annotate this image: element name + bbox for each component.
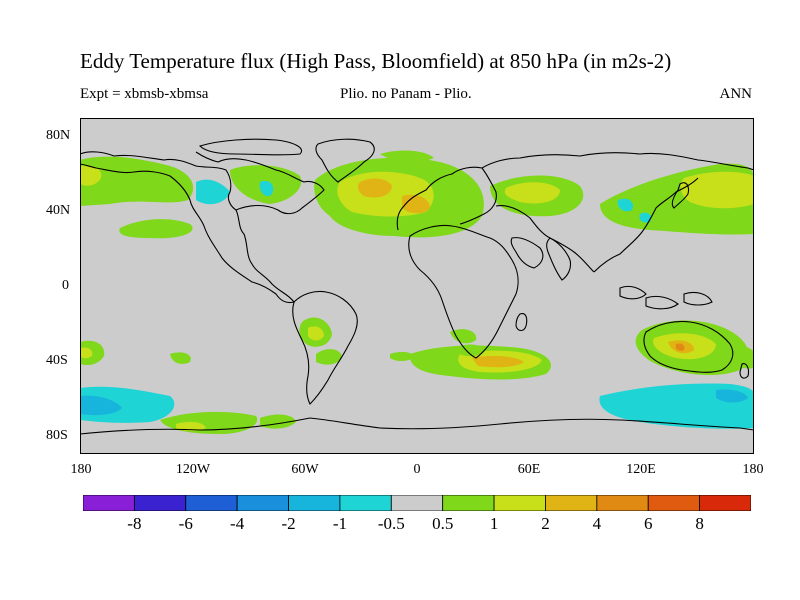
coastline xyxy=(459,167,497,225)
fill-patch xyxy=(730,346,754,369)
lon-tick-label: 120E xyxy=(626,462,656,477)
lon-tick-label: 180 xyxy=(70,462,92,477)
coastline xyxy=(546,237,572,281)
lat-tick-label: 40N xyxy=(46,203,71,218)
colorbar-swatch xyxy=(390,495,444,511)
lat-tick-label: 40S xyxy=(46,353,68,368)
colorbar-swatch xyxy=(339,495,392,511)
coastline xyxy=(671,182,690,209)
coastline xyxy=(315,138,375,183)
colorbar-swatch xyxy=(699,495,751,511)
colorbar-swatch xyxy=(545,495,598,511)
coastline xyxy=(683,291,713,306)
colorbar-swatch xyxy=(442,495,495,511)
colorbar-label: -0.5 xyxy=(377,514,405,533)
lon-tick-label: 60W xyxy=(291,462,319,477)
coastline xyxy=(195,151,325,215)
fill-patch xyxy=(160,411,258,434)
colorbar-label: 0.5 xyxy=(432,514,454,533)
fill-patch xyxy=(450,329,477,344)
fill-patch xyxy=(196,179,230,205)
fill-patch xyxy=(357,178,392,198)
fill-patch xyxy=(80,165,102,186)
season-label: ANN xyxy=(719,86,753,102)
colorbar xyxy=(83,495,751,511)
lon-tick-label: 180 xyxy=(742,462,764,477)
flux-contour-fills xyxy=(80,150,754,434)
plot-title: Eddy Temperature flux (High Pass, Bloomf… xyxy=(80,49,672,73)
coastline xyxy=(198,138,302,156)
lon-tick-label: 0 xyxy=(413,462,421,477)
fill-patch xyxy=(617,198,634,212)
colorbar-label: -1 xyxy=(332,514,348,533)
coastline xyxy=(510,237,544,269)
colorbar-label: 1 xyxy=(489,514,499,533)
lat-tick-label: 80N xyxy=(46,128,71,143)
coastline xyxy=(396,152,754,231)
fill-patch xyxy=(80,395,122,416)
fill-patch xyxy=(639,212,652,223)
lon-tick-label: 60E xyxy=(517,462,541,477)
fill-patch xyxy=(680,171,754,209)
coastline xyxy=(515,313,528,332)
fill-patch xyxy=(176,421,206,431)
lon-tick-label: 120W xyxy=(175,462,211,477)
fill-patch xyxy=(402,194,430,214)
colorbar-swatch xyxy=(133,495,187,511)
colorbar-swatch xyxy=(493,495,546,511)
coastline xyxy=(645,295,679,310)
fill-patch xyxy=(80,347,93,359)
experiment-label: Expt = xbmsb-xbmsa xyxy=(80,86,209,102)
fill-patch xyxy=(80,156,194,206)
coastline xyxy=(739,363,750,379)
colorbar-swatch xyxy=(83,495,135,511)
lat-tick-label: 0 xyxy=(62,278,69,293)
fill-patch xyxy=(119,219,193,239)
fill-patch xyxy=(504,182,560,204)
fill-patch xyxy=(259,180,274,197)
colorbar-label: -6 xyxy=(178,514,193,533)
fill-patch xyxy=(308,326,324,341)
map-canvas xyxy=(80,138,754,435)
fill-patch xyxy=(472,355,524,368)
coastline xyxy=(593,177,699,273)
fill-patch xyxy=(599,383,754,429)
fill-patch xyxy=(316,349,342,365)
colorbar-label: 4 xyxy=(592,514,602,533)
colorbar-label: -4 xyxy=(230,514,245,533)
colorbar-swatch xyxy=(288,495,341,511)
world-map xyxy=(80,118,754,454)
colorbar-label: -2 xyxy=(281,514,296,533)
coastline xyxy=(80,417,754,435)
coastline xyxy=(408,224,519,359)
coastlines xyxy=(80,138,754,435)
fill-patch xyxy=(452,344,484,357)
fill-patch xyxy=(170,352,191,364)
lat-tick-label: 80S xyxy=(46,428,68,443)
colorbar-label: 2 xyxy=(541,514,550,533)
colorbar-label: 6 xyxy=(643,514,653,533)
colorbar-label: -8 xyxy=(127,514,142,533)
coastline xyxy=(619,285,647,300)
coastline xyxy=(292,290,358,405)
colorbar-swatch xyxy=(596,495,649,511)
comparison-label: Plio. no Panam - Plio. xyxy=(340,86,472,102)
colorbar-swatch xyxy=(647,495,701,511)
fill-patch xyxy=(675,343,685,351)
coastline xyxy=(80,151,295,304)
colorbar-swatch xyxy=(236,495,289,511)
fill-patch xyxy=(380,150,434,163)
fill-patch xyxy=(390,351,414,361)
fill-patch xyxy=(716,389,748,403)
colorbar-label: 8 xyxy=(695,514,704,533)
colorbar-swatch xyxy=(185,495,238,511)
coastline xyxy=(643,320,734,373)
